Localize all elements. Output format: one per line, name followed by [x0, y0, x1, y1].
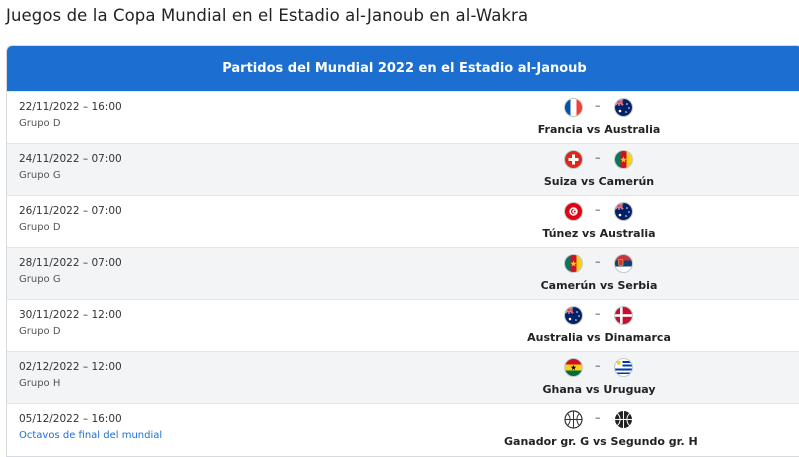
ghana-flag-icon	[564, 358, 583, 377]
match-group: Grupo G	[19, 274, 61, 285]
uruguay-flag-icon	[614, 358, 633, 377]
match-teams: Ganador gr. G vs Segundo gr. H	[504, 435, 698, 448]
match-teams: Ghana vs Uruguay	[542, 383, 656, 396]
match-datetime: 28/11/2022 – 07:00	[19, 257, 122, 269]
vs-separator: –	[595, 99, 601, 112]
table-header: Partidos del Mundial 2022 en el Estadio …	[7, 46, 799, 91]
tunisia-flag-icon	[564, 202, 583, 221]
match-row: 22/11/2022 – 16:00 Grupo D – Francia vs …	[7, 91, 799, 143]
match-teams: Camerún vs Serbia	[540, 279, 658, 292]
match-datetime: 22/11/2022 – 16:00	[19, 101, 122, 113]
page-title: Juegos de la Copa Mundial en el Estadio …	[6, 6, 529, 25]
serbia-flag-icon	[614, 254, 633, 273]
match-teams: Suiza vs Camerún	[543, 175, 655, 188]
australia-flag-icon	[564, 306, 583, 325]
match-row: 28/11/2022 – 07:00 Grupo G – Camerún vs …	[7, 247, 799, 299]
vs-separator: –	[595, 307, 601, 320]
match-datetime: 02/12/2022 – 12:00	[19, 361, 122, 373]
australia-flag-icon	[614, 98, 633, 117]
match-group: Grupo H	[19, 378, 61, 389]
vs-separator: –	[595, 151, 601, 164]
match-teams: Francia vs Australia	[537, 123, 661, 136]
match-group: Grupo D	[19, 118, 61, 129]
match-group: Grupo G	[19, 170, 61, 181]
matches-table: Partidos del Mundial 2022 en el Estadio …	[6, 45, 799, 457]
match-datetime: 24/11/2022 – 07:00	[19, 153, 122, 165]
football-icon	[614, 410, 633, 429]
match-teams: Túnez vs Australia	[542, 227, 656, 240]
vs-separator: –	[595, 203, 601, 216]
match-datetime: 05/12/2022 – 16:00	[19, 413, 122, 425]
match-teams: Australia vs Dinamarca	[527, 331, 671, 344]
match-datetime: 26/11/2022 – 07:00	[19, 205, 122, 217]
cameroon-flag-icon	[564, 254, 583, 273]
match-row: 02/12/2022 – 12:00 Grupo H – Ghana vs Ur…	[7, 351, 799, 403]
france-flag-icon	[564, 98, 583, 117]
cameroon-flag-icon	[614, 150, 633, 169]
match-row: 24/11/2022 – 07:00 Grupo G – Suiza vs Ca…	[7, 143, 799, 195]
match-row: 26/11/2022 – 07:00 Grupo D – Túnez vs Au…	[7, 195, 799, 247]
match-row: 30/11/2022 – 12:00 Grupo D – Australia v…	[7, 299, 799, 351]
round-of-16-link[interactable]: Octavos de final del mundial	[19, 430, 163, 441]
match-group: Grupo D	[19, 326, 61, 337]
switzerland-flag-icon	[564, 150, 583, 169]
vs-separator: –	[595, 255, 601, 268]
australia-flag-icon	[614, 202, 633, 221]
match-group: Grupo D	[19, 222, 61, 233]
vs-separator: –	[595, 359, 601, 372]
match-datetime: 30/11/2022 – 12:00	[19, 309, 122, 321]
match-row: 05/12/2022 – 16:00 Octavos de final del …	[7, 403, 799, 455]
vs-separator: –	[595, 411, 601, 424]
denmark-flag-icon	[614, 306, 633, 325]
football-icon	[564, 410, 583, 429]
